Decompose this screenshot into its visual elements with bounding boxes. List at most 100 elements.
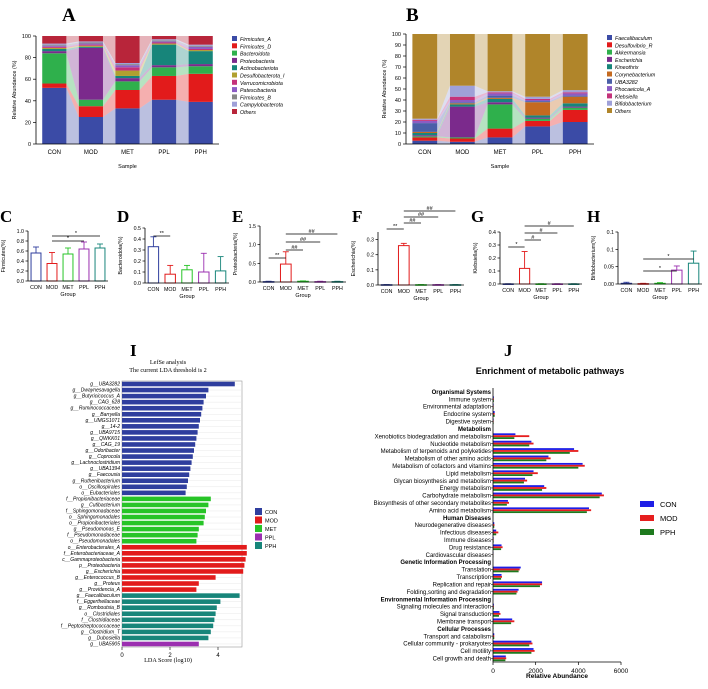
taxon-label: f__Enterobacteriaceae_A: [64, 551, 121, 557]
abundance-bar: [493, 655, 506, 658]
pathway-label: Immune system: [449, 397, 491, 403]
stack-connector: [176, 39, 189, 46]
stack-segment: [188, 73, 213, 102]
stack-segment: [487, 93, 513, 96]
abundance-bar: [493, 474, 533, 477]
stack-connector: [474, 34, 488, 92]
abundance-bar: [493, 644, 530, 647]
pathway-label: Metabolism of cofactors and vitamins: [392, 464, 491, 470]
lda-bar: [122, 405, 203, 411]
legend-label: Desulfobacterota_I: [240, 74, 285, 80]
x-tick-label: CON: [418, 150, 431, 156]
stack-segment: [115, 70, 140, 76]
category-header: Metabolism: [458, 427, 491, 433]
abundance-bar: [493, 657, 507, 660]
legend-label: Bacteroidota: [240, 52, 270, 58]
legend-swatch: [232, 65, 237, 71]
stack-segment: [562, 95, 588, 97]
abundance-bar: [493, 640, 532, 643]
legend-swatch: [607, 78, 612, 84]
taxon-label: g__UBA9715: [90, 430, 120, 436]
stack-segment: [152, 43, 177, 45]
legend-label: Others: [240, 110, 256, 116]
category-header: Environmental Information Processing: [381, 597, 492, 603]
legend-label: Kineothrix: [615, 65, 639, 71]
pathway-label: Replication and repair: [433, 582, 491, 588]
stack-segment: [412, 131, 438, 133]
x-tick-label: MET: [297, 286, 309, 292]
category-header: Organismal Systems: [432, 390, 492, 396]
y-tick-label: 0.2: [367, 253, 374, 259]
abundance-bar: [493, 485, 545, 487]
pathway-label: Energy metabolism: [440, 486, 491, 492]
abundance-bar: [493, 651, 532, 654]
stack-segment: [412, 123, 438, 132]
stack-segment: [115, 90, 140, 109]
x-tick-label: CON: [48, 150, 61, 156]
y-tick-label: 0.5: [249, 261, 256, 267]
stack-connector: [437, 34, 450, 119]
abundance-bar: [493, 507, 589, 510]
y-tick-label: 0.2: [489, 256, 496, 262]
x-tick-label: MOD: [84, 150, 99, 156]
y-tick-label: 20: [395, 120, 401, 126]
pathway-label: Cellular community - prokaryotes: [403, 642, 491, 648]
stack-connector: [102, 46, 116, 79]
pathway-label: Lipid metabolism: [446, 471, 491, 477]
stack-segment: [78, 36, 103, 42]
stack-connector: [102, 47, 116, 100]
legend-swatch: [255, 533, 262, 541]
stack-connector: [176, 41, 189, 49]
legend-label: Others: [615, 109, 631, 115]
legend-label: Escherichia: [615, 58, 642, 64]
legend-swatch: [607, 71, 612, 77]
stack-segment: [42, 51, 67, 54]
legend-swatch: [640, 515, 654, 521]
stack-connector: [102, 42, 116, 66]
legend-swatch: [255, 516, 262, 524]
stack-segment: [42, 44, 67, 46]
abundance-bar: [493, 526, 495, 528]
y-tick-label: 60: [25, 77, 31, 83]
stack-connector: [512, 97, 526, 116]
pathway-label: Nucleotide metabolism: [430, 442, 491, 448]
lda-bar: [122, 478, 188, 484]
stack-connector: [512, 104, 526, 129]
pathway-label: Translation: [462, 568, 491, 574]
stack-segment: [188, 48, 213, 51]
stack-segment: [412, 140, 438, 144]
lda-bar: [122, 629, 211, 635]
y-tick-label: 0.0: [134, 281, 141, 287]
x-tick-label: MOD: [518, 288, 531, 294]
stack-connector: [550, 107, 563, 121]
taxon-label: c__Gammaproteobacteria: [62, 557, 120, 563]
y-tick-label: 0.4: [134, 237, 141, 243]
stack-connector: [139, 40, 153, 66]
abundance-bar: [493, 499, 508, 502]
bar: [181, 269, 193, 284]
y-tick-label: 0.1: [367, 268, 374, 274]
taxon-label: g__Odoribacter: [86, 448, 121, 454]
stack-segment: [525, 101, 551, 103]
stack-segment: [152, 75, 177, 100]
taxon-label: o__Sphingomonadales: [69, 515, 121, 521]
x-tick-label: 0: [491, 668, 495, 675]
lda-bar: [122, 544, 247, 550]
stack-connector: [550, 103, 563, 118]
abundance-bar: [493, 568, 520, 571]
x-tick-label: PPL: [532, 150, 544, 156]
y-tick-label: 0.8: [17, 239, 24, 245]
chart-e: 0.0 0.5 1.0 1.5 CON MOD MET PPL PPH Group Proteoba…: [233, 224, 346, 299]
stack-segment: [412, 119, 438, 121]
stack-connector: [66, 41, 79, 45]
pathway-label: Cell growth and death: [433, 657, 491, 663]
lda-bar: [122, 599, 221, 604]
lda-bar: [122, 623, 214, 629]
chart-h: 0.00 0.05 0.1 0.1 CON MOD MET PPL PPH Group Bifido…: [591, 230, 702, 301]
y-tick-label: 80: [25, 56, 31, 62]
stack-segment: [42, 83, 67, 88]
abundance-bar: [493, 546, 503, 549]
stack-segment: [412, 136, 438, 138]
abundance-bar: [493, 444, 530, 447]
lda-bar: [122, 496, 211, 502]
